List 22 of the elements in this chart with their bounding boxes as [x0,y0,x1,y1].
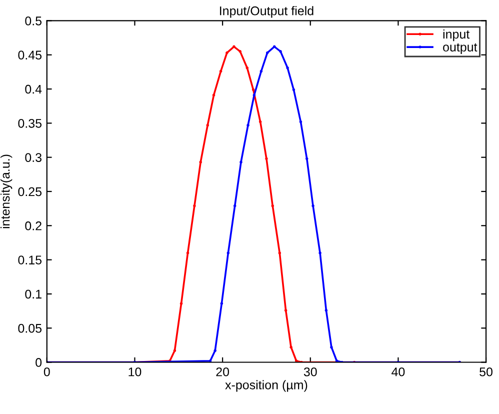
y-tick-label: 0.4 [25,84,42,94]
y-tick-label: 0.25 [18,187,42,196]
y-tick-label: 0 [36,358,42,367]
x-tick-label: 50 [480,367,492,376]
legend-label: output [443,43,478,54]
x-tick-label: 10 [128,367,142,376]
x-axis-title: x-position (µm) [225,380,308,392]
x-tick-label: 40 [392,367,405,376]
x-tick-label: 30 [304,367,317,376]
chart-title: Input/Output field [220,6,314,18]
y-tick-label: 0.05 [18,324,42,333]
y-axis-title: intensity(a.u.) [0,154,12,228]
y-tick-label: 0.35 [18,118,42,128]
y-tick-label: 0.3 [25,153,42,162]
y-tick-label: 0.2 [25,221,42,230]
y-tick-label: 0.5 [25,16,42,26]
x-tick-label: 0 [44,367,50,376]
y-tick-label: 0.45 [18,50,42,60]
y-tick-label: 0.1 [25,290,42,299]
x-tick-label: 20 [216,367,230,376]
legend-label: input [443,29,470,42]
y-tick-label: 0.15 [18,256,42,264]
